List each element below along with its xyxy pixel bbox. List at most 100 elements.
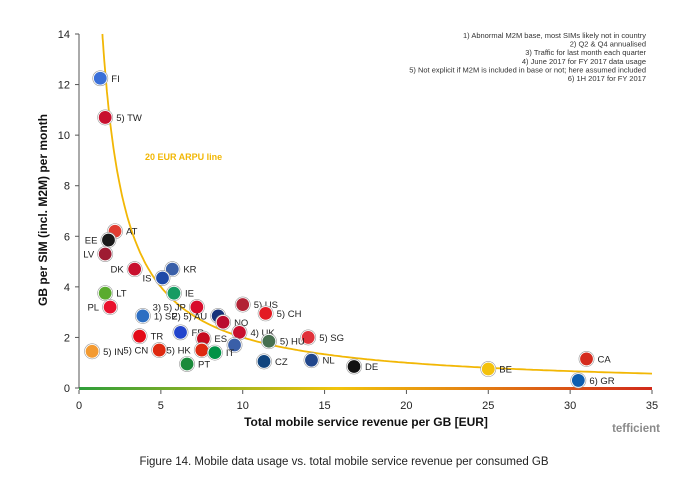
flag-marker-ring [166,285,182,302]
country-point: NO [215,314,248,331]
point-label: LV [83,249,95,260]
flag-marker-ring [261,333,277,350]
footnotes: 1) Abnormal M2M base, most SIMs likely n… [409,31,646,83]
flag-marker-ring [97,109,114,126]
point-label: 3) 5) JP [153,303,186,314]
point-label: 2) 5) AU [172,311,207,322]
flag-marker-ring [300,329,317,346]
flag-marker [300,329,316,346]
point-label: 5) SG [319,333,344,344]
flag-marker-ring [179,356,195,372]
country-point: DK [110,261,143,278]
point-label: TR [151,332,164,343]
point-label: IS [143,274,152,285]
flag-marker [97,109,113,126]
flag-marker-ring [570,372,587,389]
country-point: EE [85,232,117,248]
country-point: ES [195,330,227,347]
country-point: NL [303,352,335,369]
y-tick-label: 6 [64,231,70,243]
flag-marker [154,270,171,286]
flag-marker [215,314,231,330]
point-label: LT [116,289,127,300]
country-point: 5) CN [123,342,168,358]
point-label: 5) HK [166,346,191,357]
y-tick-label: 14 [58,29,70,41]
point-label: NL [322,356,334,367]
country-point: 5) HK [166,342,210,358]
flag-marker-ring [97,246,114,262]
country-point: CA [578,351,612,367]
flag-marker-ring [126,261,143,278]
flag-marker [92,70,108,86]
point-label: 5) CH [277,309,302,320]
country-point: 1) SE [134,308,178,324]
country-point: KR [164,261,197,278]
point-label: PT [198,359,210,370]
flag-marker [97,285,113,301]
flag-marker [97,246,113,262]
flag-marker-ring [151,342,168,358]
flag-marker [570,372,586,389]
flag-marker [131,328,148,344]
country-point: 5) IN [84,343,124,360]
point-label: DE [365,362,378,373]
point-label: NO [234,318,248,329]
tefficient-logo: tefficient [612,423,660,435]
flag-marker-ring [164,261,181,278]
country-point: DE [346,358,378,375]
x-axis-title: Total mobile service revenue per GB [EUR… [244,415,488,429]
x-tick-label: 20 [400,400,412,412]
country-point: CZ [256,353,288,370]
y-tick-label: 10 [58,130,70,142]
flag-marker-ring [257,305,274,322]
flag-marker [102,299,118,315]
y-tick-label: 8 [64,181,70,193]
flag-marker-ring [84,343,100,360]
country-point: IE [166,285,194,302]
flag-marker-ring [134,308,151,324]
flag-marker [151,342,167,358]
flag-marker [84,343,100,359]
point-label: IE [185,289,194,300]
point-label: CA [598,354,612,365]
flag-marker [189,299,205,315]
flag-marker [100,232,117,248]
y-tick-label: 4 [64,282,70,294]
y-axis-title: GB per SIM (incl. M2M) per month [36,114,50,306]
axes-layer: 0 2 4 6 8 10 12 14 0 5 10 15 20 25 30 35 [58,29,658,412]
point-label: PL [87,303,99,314]
flag-marker [480,361,496,377]
country-point: PL [87,299,119,315]
footnote-line: 2) Q2 & Q4 annualised [570,40,646,49]
flag-marker-ring [346,358,362,375]
footnote-line: 4) June 2017 for FY 2017 data usage [522,57,646,66]
flag-marker-ring [102,299,119,315]
point-label: FI [111,74,119,85]
country-point: TR [131,328,164,345]
flag-marker-ring [172,324,189,341]
flag-marker-ring [206,344,223,361]
point-label: BE [499,365,512,376]
flag-marker [261,333,277,349]
flag-marker [194,342,210,358]
point-label: 5) CN [123,346,148,357]
flag-marker [166,285,182,301]
point-label: 1) SE [154,311,178,322]
flag-marker [256,353,272,370]
flag-marker-ring [97,285,114,302]
flag-marker [179,356,195,372]
flag-marker [127,261,143,277]
country-point: 4) UK [231,324,275,341]
flag-marker [164,261,180,277]
flag-marker-ring [215,314,231,331]
country-point: 5) HU [261,333,305,350]
x-tick-label: 5 [158,400,164,412]
point-label: 4) UK [250,328,275,339]
y-tick-label: 2 [64,332,70,344]
country-point: 5) CH [257,305,302,322]
footnote-line: 6) 1H 2017 for FY 2017 [568,74,646,83]
point-label: IT [226,348,235,359]
